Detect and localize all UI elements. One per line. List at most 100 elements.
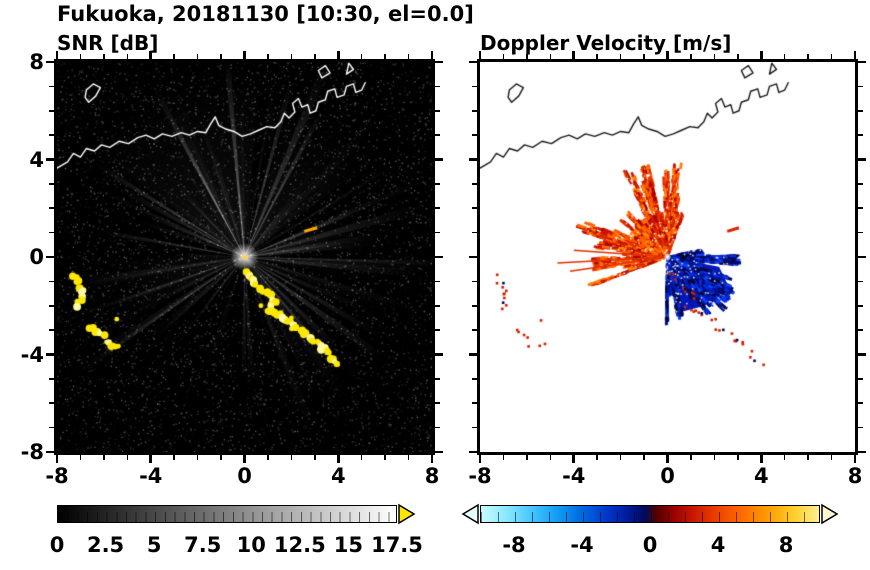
- axis-tick: [858, 207, 863, 210]
- snr-colorbar-label: 7.5: [184, 533, 222, 557]
- snr-y-tick-label: 8: [29, 50, 44, 74]
- doppler-plot-area: [480, 62, 855, 452]
- axis-tick: [196, 54, 199, 59]
- axis-tick: [435, 353, 443, 356]
- axis-tick: [267, 54, 269, 59]
- axis-tick: [49, 280, 54, 283]
- axis-tick: [49, 402, 54, 405]
- axis-tick: [49, 85, 54, 88]
- axis-tick: [713, 54, 716, 59]
- figure-title: Fukuoka, 20181130 [10:30, el=0.0]: [57, 2, 474, 26]
- axis-tick: [49, 426, 54, 429]
- axis-tick: [435, 402, 440, 405]
- axis-tick: [858, 426, 863, 429]
- axis-tick: [596, 54, 598, 59]
- axis-tick: [526, 455, 528, 460]
- axis-tick: [549, 54, 552, 59]
- axis-tick: [643, 54, 645, 59]
- axis-tick: [435, 158, 443, 161]
- snr-x-tick-label: 4: [330, 464, 346, 488]
- axis-tick: [502, 455, 505, 460]
- axis-tick: [196, 455, 199, 460]
- axis-tick: [478, 51, 482, 59]
- axis-tick: [407, 455, 410, 460]
- axis-tick: [49, 207, 54, 210]
- snr-x-tick-label: -4: [139, 464, 163, 488]
- axis-tick: [858, 353, 866, 356]
- axis-tick: [619, 54, 622, 59]
- axis-tick: [759, 51, 763, 59]
- axis-tick: [472, 231, 477, 234]
- doppler-colorbar-ticks: [481, 512, 819, 522]
- axis-tick: [435, 304, 440, 307]
- axis-tick: [783, 54, 786, 59]
- axis-tick: [149, 51, 153, 59]
- axis-tick: [336, 455, 340, 463]
- axis-tick: [858, 85, 863, 88]
- axis-tick: [858, 329, 863, 331]
- axis-tick: [830, 54, 833, 59]
- axis-tick: [46, 158, 54, 161]
- axis-tick: [690, 455, 692, 460]
- axis-tick: [472, 378, 477, 380]
- axis-tick: [435, 60, 443, 64]
- snr-y-tick-label: 0: [29, 245, 44, 269]
- axis-tick: [290, 54, 293, 59]
- axis-tick: [858, 109, 863, 112]
- axis-tick: [858, 158, 866, 161]
- axis-tick: [469, 158, 477, 161]
- axis-tick: [46, 60, 54, 64]
- axis-tick: [807, 455, 809, 460]
- axis-tick: [858, 450, 866, 454]
- axis-tick: [55, 51, 59, 59]
- axis-tick: [478, 455, 482, 463]
- axis-tick: [79, 455, 82, 460]
- axis-tick: [596, 455, 598, 460]
- axis-tick: [858, 231, 863, 234]
- axis-tick: [502, 54, 505, 59]
- axis-tick: [469, 255, 477, 259]
- axis-tick: [314, 455, 316, 460]
- axis-tick: [243, 455, 246, 463]
- axis-tick: [469, 450, 477, 454]
- axis-tick: [173, 54, 175, 59]
- axis-tick: [435, 378, 440, 380]
- axis-tick: [46, 353, 54, 356]
- axis-tick: [472, 304, 477, 307]
- axis-tick: [690, 54, 692, 59]
- axis-tick: [853, 51, 857, 59]
- snr-colorbar-label: 15: [333, 533, 364, 557]
- snr-colorbar-label: 0: [49, 533, 65, 557]
- axis-tick: [407, 54, 410, 59]
- axis-tick: [472, 134, 477, 136]
- axis-tick: [243, 51, 246, 59]
- dop-colorbar-label: -4: [570, 533, 594, 557]
- snr-colorbar-label: 17.5: [371, 533, 423, 557]
- dop-colorbar-label: 0: [642, 533, 658, 557]
- axis-tick: [572, 51, 576, 59]
- snr-ppi-image: [57, 62, 432, 452]
- axis-tick: [858, 378, 863, 380]
- axis-tick: [103, 455, 105, 460]
- doppler-colorbar: [480, 505, 820, 523]
- axis-tick: [759, 455, 763, 463]
- axis-tick: [49, 329, 54, 331]
- axis-tick: [807, 54, 809, 59]
- dop-x-tick-label: 8: [847, 464, 863, 488]
- axis-tick: [314, 54, 316, 59]
- axis-tick: [572, 455, 576, 463]
- axis-tick: [472, 402, 477, 405]
- snr-panel-title: SNR [dB]: [57, 31, 159, 55]
- axis-tick: [858, 255, 866, 259]
- axis-tick: [126, 455, 129, 460]
- axis-tick: [830, 455, 833, 460]
- snr-x-tick-label: 0: [237, 464, 252, 488]
- axis-tick: [430, 51, 434, 59]
- axis-tick: [472, 329, 477, 331]
- snr-colorbar: [57, 505, 397, 523]
- dop-colorbar-under-arrow: [461, 503, 479, 525]
- axis-tick: [336, 51, 340, 59]
- axis-tick: [472, 85, 477, 88]
- axis-tick: [783, 455, 786, 460]
